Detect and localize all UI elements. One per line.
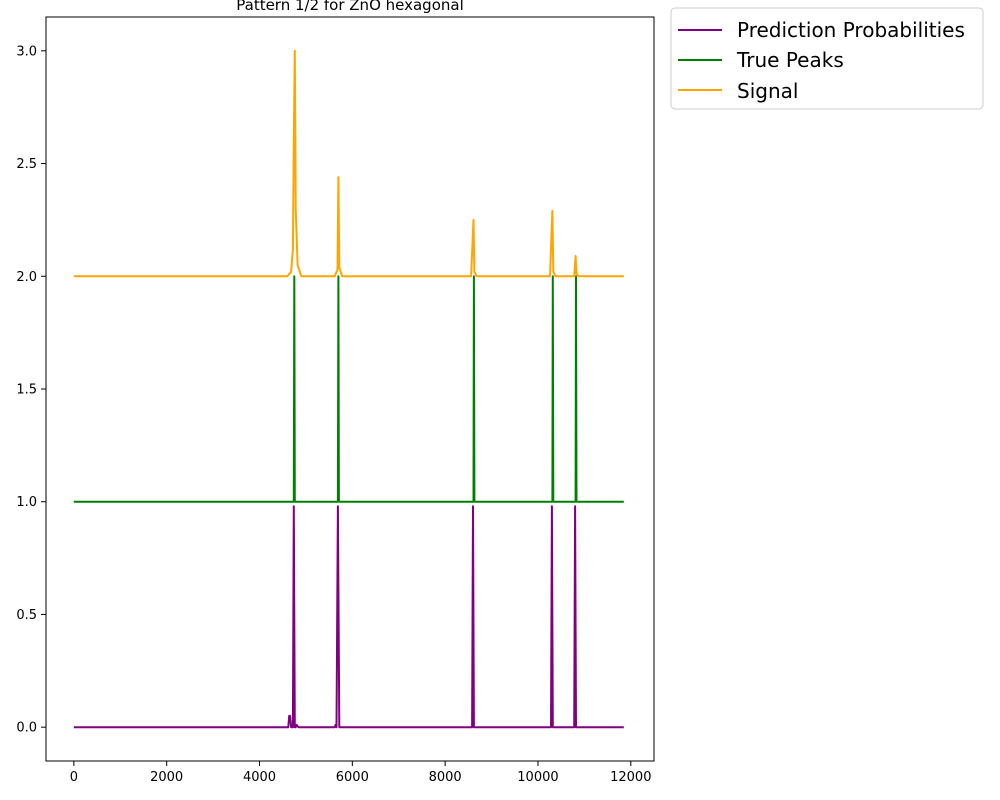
plot-frame	[45, 16, 655, 762]
legend-box	[670, 7, 984, 110]
series-line-2	[73, 49, 624, 278]
x-tick-label: 6000	[336, 770, 369, 785]
y-tick-label: 3.0	[16, 44, 37, 59]
legend-label-true-peaks: True Peaks	[736, 48, 844, 72]
x-tick-label: 2000	[150, 770, 183, 785]
y-tick-label: 2.0	[16, 270, 37, 285]
x-axis: 0 2000 4000 6000 8000 10000 12000	[70, 761, 651, 785]
y-tick-label: 0.5	[16, 608, 37, 623]
y-axis: 0.0 0.5 1.0 1.5 2.0 2.5 3.0	[16, 44, 46, 736]
y-tick-label: 1.0	[16, 495, 37, 510]
y-tick-label: 2.5	[16, 157, 37, 172]
x-tick-label: 10000	[517, 770, 558, 785]
legend-label-prediction: Prediction Probabilities	[737, 18, 965, 42]
x-tick-label: 4000	[243, 770, 276, 785]
y-tick-label: 1.5	[16, 383, 37, 398]
series-line-1	[73, 275, 624, 503]
x-tick-label: 0	[70, 770, 78, 785]
series-line-0	[73, 505, 624, 729]
y-tick-label: 0.0	[16, 721, 37, 736]
x-tick-label: 8000	[429, 770, 462, 785]
legend-label-signal: Signal	[737, 79, 798, 103]
chart-title: Pattern 1/2 for ZnO hexagonal	[236, 0, 464, 14]
series-layer	[73, 49, 624, 729]
x-tick-label: 12000	[610, 770, 651, 785]
legend: Prediction Probabilities True Peaks Sign…	[670, 7, 984, 110]
